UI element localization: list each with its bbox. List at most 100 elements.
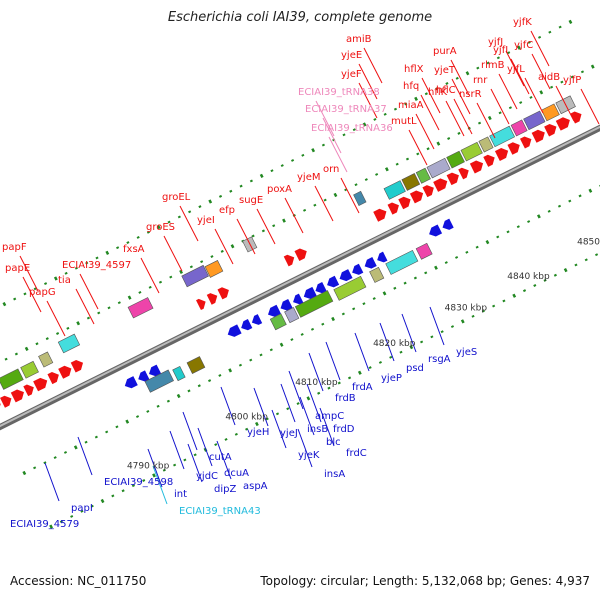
tick-mark <box>527 220 531 223</box>
tick-mark <box>100 498 105 504</box>
gene-label-top: yjfP <box>563 75 581 86</box>
scale-label: 4850 kbp <box>577 237 600 247</box>
tick-mark <box>455 256 459 259</box>
gene-label-bottom: cutA <box>209 452 232 463</box>
gene-label-top: hflC <box>436 85 456 96</box>
gene-label-top: yjeT <box>434 65 456 76</box>
gene-arrow <box>544 123 557 137</box>
tick-mark <box>476 66 480 70</box>
label-leader-line <box>421 77 441 114</box>
tick-mark <box>405 157 410 161</box>
tick-mark <box>24 346 29 352</box>
gene-label-top: yjeM <box>297 172 320 183</box>
tick-mark <box>255 421 259 427</box>
gene-arrow <box>33 377 48 392</box>
tick-mark <box>529 95 533 99</box>
gene-label-top: poxA <box>267 184 292 195</box>
label-leader-line <box>197 427 213 467</box>
gene-block <box>0 368 24 390</box>
label-leader-line <box>179 205 199 242</box>
gene-arrow <box>398 196 411 210</box>
tick-mark <box>43 282 48 286</box>
tick-mark <box>393 286 397 290</box>
label-leader-line <box>328 136 348 173</box>
tick-mark <box>90 504 94 508</box>
label-leader-line <box>299 396 315 436</box>
tick-mark <box>220 249 224 253</box>
tick-mark <box>53 456 57 460</box>
gene-label-top: amiB <box>346 34 372 45</box>
gene-label-top: hflK <box>428 87 448 98</box>
tick-mark <box>574 263 578 267</box>
label-leader-line <box>505 50 525 87</box>
tick-mark <box>373 117 377 121</box>
gene-arrow <box>0 395 12 408</box>
gene-label-top: yjfJ <box>488 37 503 48</box>
gene-label-top: sugE <box>239 195 263 206</box>
map-title: Escherichia coli IAI39, complete genome <box>167 10 433 25</box>
tick-mark <box>323 198 327 202</box>
tick-mark <box>14 352 18 356</box>
gene-block <box>385 249 419 275</box>
gene-label-top: papE <box>5 263 30 274</box>
tick-mark <box>342 133 346 137</box>
tick-mark <box>362 122 367 127</box>
gene-arrow <box>196 298 206 311</box>
tick-mark <box>378 361 382 364</box>
tick-mark <box>568 19 573 25</box>
gene-arrow <box>138 370 150 382</box>
gene-label-top: yjfK <box>513 17 532 28</box>
tick-mark <box>548 30 552 34</box>
tick-mark <box>86 316 91 320</box>
gene-label-top: yjeE <box>341 50 362 61</box>
tick-mark <box>73 445 78 450</box>
label-leader-line <box>284 197 304 234</box>
tick-mark <box>413 276 417 280</box>
label-leader-line <box>325 341 341 381</box>
tick-mark <box>230 244 235 249</box>
gene-arrow <box>446 172 459 186</box>
gene-arrow <box>377 251 388 263</box>
tick-mark <box>372 297 376 300</box>
label-leader-line <box>308 352 324 392</box>
tick-mark <box>33 466 37 470</box>
tick-mark <box>364 178 368 182</box>
tick-mark <box>424 92 428 96</box>
gene-arrow <box>352 263 364 275</box>
label-leader-line <box>524 77 544 114</box>
gene-arrow <box>283 254 295 267</box>
tick-mark <box>584 258 588 262</box>
gene-arrow <box>422 185 434 198</box>
tick-mark <box>280 164 284 168</box>
label-leader-line <box>363 47 383 84</box>
tick-mark <box>445 82 449 85</box>
tick-mark <box>352 307 356 311</box>
tick-mark <box>49 524 53 529</box>
gene-label-bottom: papI <box>71 503 93 514</box>
tick-mark <box>265 417 269 421</box>
tick-mark <box>183 458 187 462</box>
tick-mark <box>279 342 284 347</box>
gene-arrow <box>10 389 24 403</box>
tick-mark <box>507 51 511 55</box>
gene-arrow <box>293 293 304 305</box>
tick-mark <box>214 443 218 447</box>
label-leader-line <box>450 59 470 96</box>
tick-mark <box>389 355 393 359</box>
tick-mark <box>457 131 461 135</box>
label-leader-line <box>315 100 335 137</box>
tick-mark <box>519 101 523 105</box>
label-leader-line <box>510 58 530 95</box>
tick-mark <box>563 267 568 273</box>
gene-block <box>144 369 174 393</box>
tick-mark <box>430 335 434 339</box>
gene-label-bottom: rsgA <box>428 354 451 365</box>
tick-mark <box>197 384 201 388</box>
label-leader-line <box>147 448 163 488</box>
label-leader-line <box>420 94 440 131</box>
gene-label-bottom: ECIAI39_4579 <box>10 519 79 530</box>
tick-mark <box>193 453 197 457</box>
tick-mark <box>557 204 562 208</box>
gene-block <box>38 351 54 368</box>
